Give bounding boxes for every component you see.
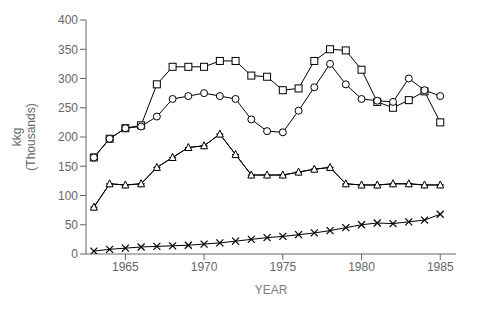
- svg-text:150: 150: [58, 160, 78, 174]
- svg-text:350: 350: [58, 43, 78, 57]
- svg-text:1985: 1985: [427, 260, 454, 274]
- svg-text:1970: 1970: [191, 260, 218, 274]
- svg-text:YEAR: YEAR: [255, 283, 288, 297]
- svg-text:kkg(Thousands): kkg(Thousands): [10, 103, 37, 170]
- svg-text:400: 400: [58, 13, 78, 27]
- svg-text:300: 300: [58, 72, 78, 86]
- svg-text:1980: 1980: [348, 260, 375, 274]
- svg-text:250: 250: [58, 101, 78, 115]
- svg-text:1975: 1975: [269, 260, 296, 274]
- svg-text:1965: 1965: [112, 260, 139, 274]
- svg-text:200: 200: [58, 130, 78, 144]
- svg-text:50: 50: [65, 218, 79, 232]
- svg-text:0: 0: [71, 247, 78, 261]
- svg-text:100: 100: [58, 189, 78, 203]
